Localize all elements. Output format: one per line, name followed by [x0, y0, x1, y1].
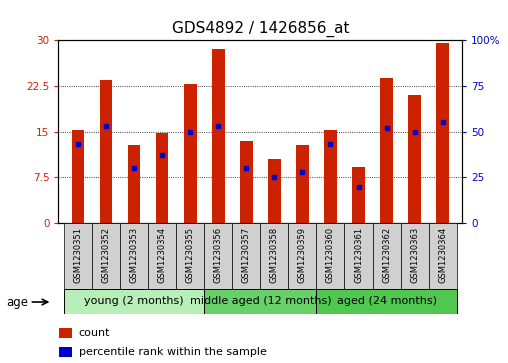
Text: GSM1230360: GSM1230360: [326, 227, 335, 283]
Bar: [408, 95, 421, 223]
Bar: [72, 130, 84, 223]
Bar: [352, 167, 365, 223]
Text: GSM1230355: GSM1230355: [186, 227, 195, 283]
Bar: [120, 223, 148, 289]
Text: GSM1230354: GSM1230354: [157, 227, 167, 283]
Text: GSM1230364: GSM1230364: [438, 227, 447, 283]
Text: GSM1230357: GSM1230357: [242, 227, 251, 283]
Bar: [148, 223, 176, 289]
Bar: [100, 79, 112, 223]
Bar: [64, 223, 92, 289]
Title: GDS4892 / 1426856_at: GDS4892 / 1426856_at: [172, 21, 349, 37]
Bar: [184, 84, 197, 223]
Text: GSM1230363: GSM1230363: [410, 227, 419, 283]
Bar: [240, 141, 252, 223]
Bar: [156, 133, 169, 223]
Bar: [372, 223, 401, 289]
Text: aged (24 months): aged (24 months): [337, 296, 436, 306]
Text: middle aged (12 months): middle aged (12 months): [189, 296, 331, 306]
Text: count: count: [79, 328, 110, 338]
Bar: [296, 145, 309, 223]
Bar: [64, 289, 204, 314]
Text: GSM1230359: GSM1230359: [298, 227, 307, 283]
Bar: [268, 159, 281, 223]
Bar: [59, 328, 72, 338]
Bar: [436, 43, 449, 223]
Bar: [429, 223, 457, 289]
Bar: [261, 223, 289, 289]
Text: percentile rank within the sample: percentile rank within the sample: [79, 347, 267, 357]
Bar: [204, 223, 232, 289]
Text: GSM1230352: GSM1230352: [102, 227, 111, 283]
Text: GSM1230353: GSM1230353: [130, 227, 139, 283]
Bar: [204, 289, 316, 314]
Bar: [128, 145, 140, 223]
Bar: [316, 289, 457, 314]
Text: GSM1230358: GSM1230358: [270, 227, 279, 283]
Bar: [380, 78, 393, 223]
Bar: [289, 223, 316, 289]
Bar: [401, 223, 429, 289]
Bar: [232, 223, 261, 289]
Bar: [176, 223, 204, 289]
Text: GSM1230351: GSM1230351: [74, 227, 83, 283]
Text: GSM1230362: GSM1230362: [382, 227, 391, 283]
Text: age: age: [7, 295, 28, 309]
Text: GSM1230356: GSM1230356: [214, 227, 223, 283]
Bar: [316, 223, 344, 289]
Bar: [92, 223, 120, 289]
Bar: [344, 223, 372, 289]
Text: GSM1230361: GSM1230361: [354, 227, 363, 283]
Bar: [59, 347, 72, 357]
Text: young (2 months): young (2 months): [84, 296, 184, 306]
Bar: [324, 130, 337, 223]
Bar: [212, 49, 225, 223]
